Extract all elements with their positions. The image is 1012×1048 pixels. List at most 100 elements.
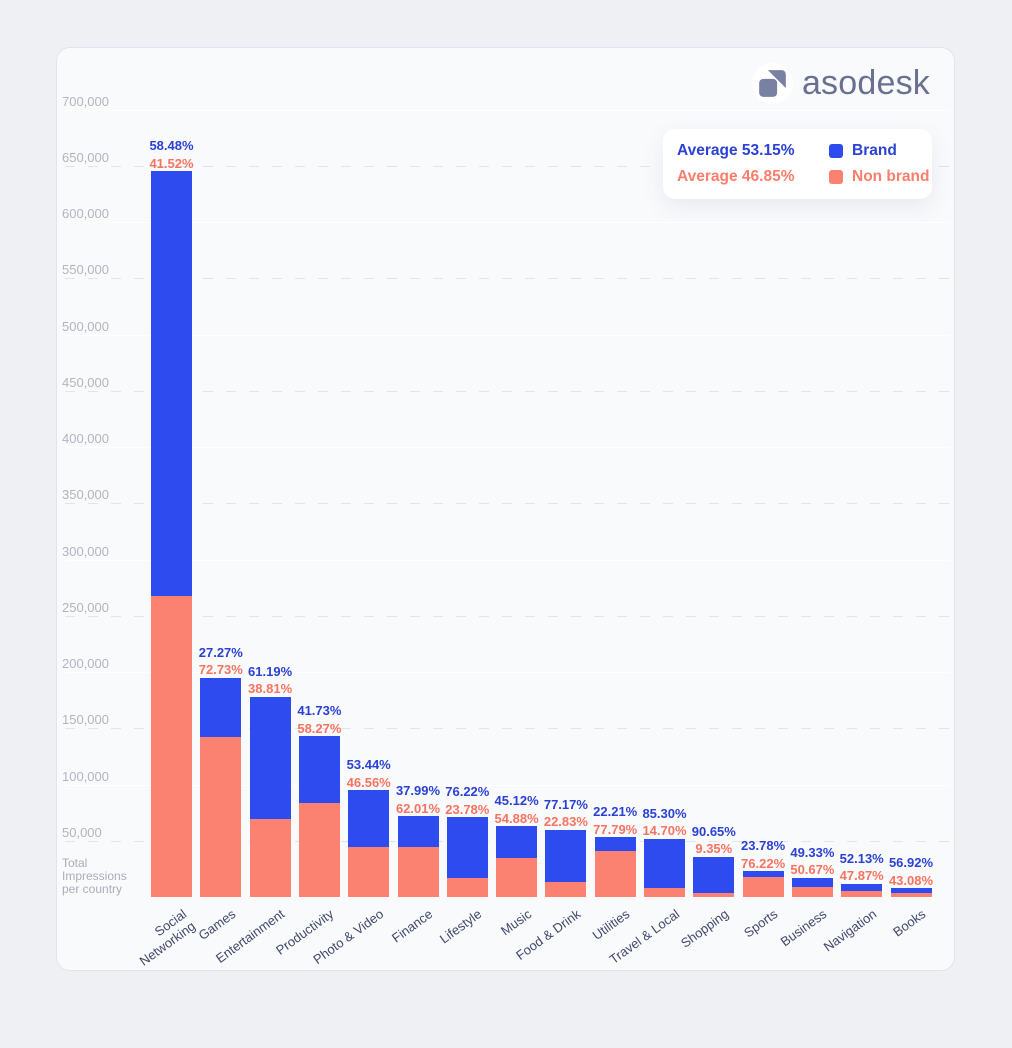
y-axis-tick-label: 200,000	[62, 656, 109, 671]
bar-percent-label-brand: 85.30%	[642, 805, 687, 821]
y-gridline	[65, 559, 949, 561]
bar-segment-brand	[594, 837, 636, 851]
bar-segment-brand	[545, 829, 587, 882]
y-gridline	[65, 222, 949, 223]
bar-segment-brand	[890, 888, 932, 894]
bar-percent-label-brand: 22.21%	[593, 804, 638, 820]
bar-segment-brand	[446, 817, 488, 878]
legend-label-nonbrand: Non brand	[852, 167, 930, 185]
bar-percent-label-brand: 77.17%	[543, 796, 588, 812]
bar-percent-label-nonbrand: 62.01%	[395, 800, 441, 816]
bar-percent-label-nonbrand: 77.79%	[593, 821, 638, 837]
y-gridline	[65, 165, 949, 167]
bar-segment-nonbrand	[841, 890, 883, 897]
bar-percent-label-nonbrand: 47.87%	[839, 868, 884, 883]
bar-percent-label-brand: 41.73%	[297, 703, 342, 719]
bar-percent-label-brand: 76.22%	[445, 784, 490, 800]
y-gridline	[65, 672, 949, 673]
legend-key-brand: Brand	[829, 142, 930, 160]
y-axis-tick-label: 650,000	[62, 149, 109, 165]
bar-percent-label-nonbrand: 46.56%	[346, 774, 391, 790]
bar-percent-label-brand: 23.78%	[741, 838, 786, 854]
bar-percent-label-nonbrand: 54.88%	[494, 810, 539, 826]
bar-segment-nonbrand	[249, 819, 291, 897]
bar-percent-label-nonbrand: 41.52%	[149, 155, 194, 171]
nonbrand-color-swatch	[829, 169, 843, 184]
bar-percent-label-nonbrand: 38.81%	[248, 681, 293, 697]
bar-segment-brand	[151, 171, 192, 596]
bar-segment-nonbrand	[594, 850, 636, 897]
legend-key-nonbrand: Non brand	[829, 168, 930, 186]
bar-segment-brand	[644, 838, 685, 889]
bar-segment-nonbrand	[348, 847, 390, 897]
y-axis-tick-label: 400,000	[62, 431, 109, 446]
bar-percent-label-nonbrand: 72.73%	[198, 662, 243, 678]
y-axis-tick-label: 50,000	[62, 824, 102, 840]
bar-percent-label-brand: 37.99%	[395, 783, 441, 798]
bar-segment-nonbrand	[200, 737, 242, 897]
bar-segment-brand	[249, 696, 291, 820]
y-gridline	[65, 447, 949, 448]
y-gridline	[65, 503, 949, 505]
asodesk-logo-icon	[751, 63, 793, 104]
y-gridline	[65, 109, 949, 111]
bar-segment-brand	[496, 826, 538, 859]
bar-segment-nonbrand	[545, 881, 587, 897]
bar-segment-brand	[348, 790, 390, 848]
bar-percent-label-brand: 56.92%	[888, 855, 934, 870]
y-axis-tick-label: 100,000	[62, 768, 109, 784]
bar-percent-label-brand: 52.13%	[839, 850, 884, 866]
y-gridline	[65, 390, 949, 392]
legend-average-nonbrand: Average 46.85%	[677, 167, 795, 185]
y-axis-tick-label: 550,000	[62, 262, 109, 278]
bar-percent-label-brand: 90.65%	[691, 823, 736, 839]
bar-segment-nonbrand	[496, 858, 538, 897]
bar-percent-label-nonbrand: 23.78%	[445, 801, 490, 817]
bar-segment-brand	[841, 883, 883, 891]
chart-legend: Average 53.15% Brand Average 46.85% Non …	[663, 129, 932, 199]
brand-color-swatch	[829, 144, 843, 159]
bar-segment-brand	[298, 736, 340, 804]
bar-percent-label-nonbrand: 14.70%	[642, 823, 687, 838]
bar-percent-label-nonbrand: 76.22%	[741, 855, 786, 871]
bar-segment-brand	[693, 856, 735, 894]
y-axis-tick-label: 500,000	[62, 318, 109, 334]
bar-percent-label-nonbrand: 50.67%	[790, 862, 835, 878]
bar-segment-nonbrand	[890, 893, 932, 897]
bar-percent-label-brand: 49.33%	[790, 844, 835, 860]
bar-percent-label-nonbrand: 9.35%	[695, 841, 733, 856]
bar-percent-label-brand: 27.27%	[198, 644, 243, 660]
y-axis-tick-label: 150,000	[62, 712, 109, 728]
y-axis-tick-label: 250,000	[62, 599, 109, 615]
y-gridline	[65, 278, 949, 280]
bar-segment-nonbrand	[693, 893, 735, 897]
y-gridline	[65, 334, 949, 336]
y-gridline	[65, 728, 949, 730]
bar-segment-brand	[397, 816, 439, 847]
bar-percent-label-brand: 45.12%	[494, 793, 539, 809]
bar-segment-nonbrand	[791, 887, 833, 897]
bar-percent-label-nonbrand: 58.27%	[297, 720, 342, 736]
bar-segment-brand	[200, 677, 242, 738]
bar-segment-nonbrand	[298, 803, 340, 897]
chart-plot-area: 50,000 100,000 150,000 200,000 250,000 300,00…	[57, 48, 954, 970]
brand-logo: asodesk	[751, 63, 930, 104]
bar-segment-nonbrand	[151, 595, 192, 897]
bar-segment-nonbrand	[446, 878, 488, 897]
y-axis-tick-label: 700,000	[62, 93, 109, 109]
bar-percent-label-brand: 58.48%	[149, 138, 194, 154]
bar-percent-label-brand: 61.19%	[248, 663, 293, 679]
legend-average-brand: Average 53.15%	[677, 142, 795, 160]
y-axis-title: Total Impressions per country	[62, 856, 127, 896]
asodesk-logo-text: asodesk	[801, 64, 930, 102]
chart-card: 50,000 100,000 150,000 200,000 250,000 300,00…	[56, 47, 955, 971]
bar-segment-nonbrand	[397, 846, 439, 897]
y-gridline	[65, 615, 949, 617]
y-axis-tick-label: 450,000	[62, 374, 109, 390]
bar-segment-brand	[791, 877, 833, 888]
bar-segment-nonbrand	[742, 877, 784, 897]
y-axis-tick-label: 300,000	[62, 543, 109, 559]
y-axis-tick-label: 600,000	[62, 206, 109, 221]
bar-percent-label-brand: 53.44%	[346, 757, 391, 773]
bar-segment-brand	[742, 871, 784, 878]
